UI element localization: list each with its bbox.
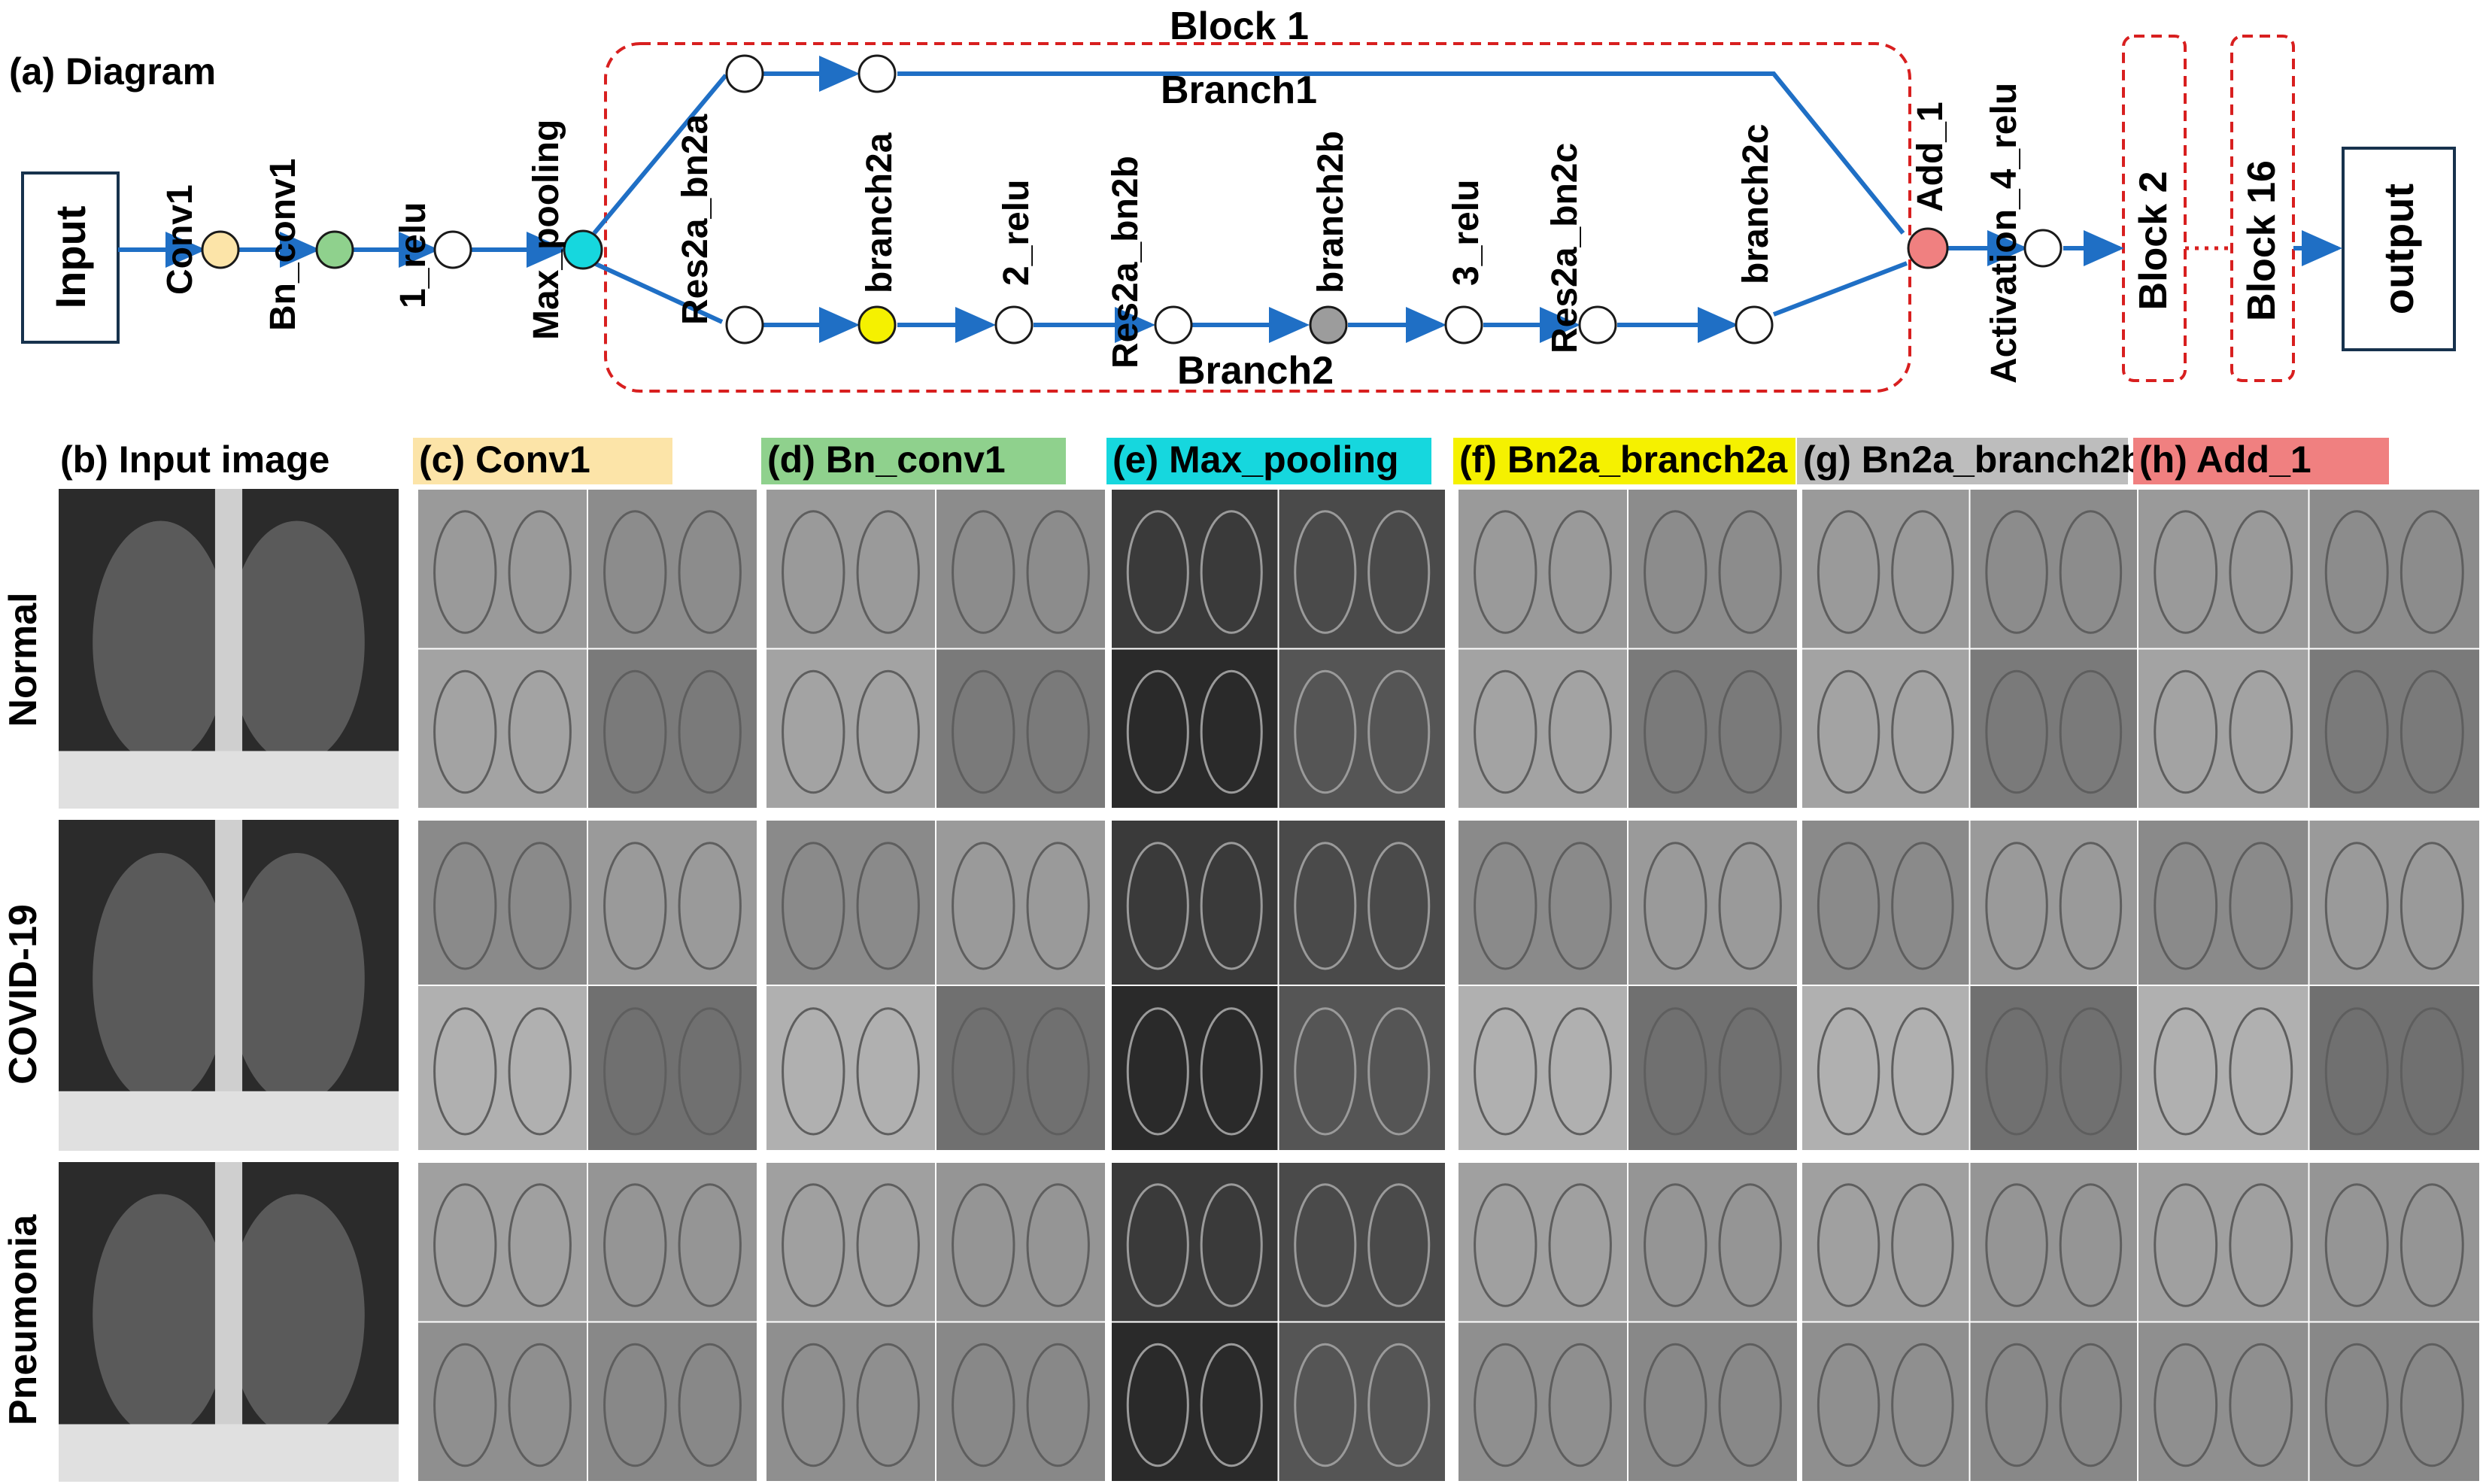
edge-branch2c-add bbox=[1772, 261, 1908, 317]
panel-d-pneumonia bbox=[766, 1163, 1105, 1481]
node-branch2b bbox=[1309, 305, 1348, 344]
panel-header-g: (g) Bn2a_branch2b bbox=[1803, 439, 2144, 481]
panel-c-pneumonia bbox=[418, 1163, 757, 1481]
panel-b-normal bbox=[59, 489, 399, 809]
panel-header-h: (h) Add_1 bbox=[2139, 439, 2311, 481]
panel-b-pneumonia bbox=[59, 1162, 399, 1482]
label-relu2: 2_relu bbox=[997, 180, 1037, 286]
branch2-label: Branch2 bbox=[1177, 349, 1334, 393]
row-label-pneumonia: Pneumonia bbox=[2, 1214, 45, 1425]
panel-c-normal bbox=[418, 490, 757, 808]
edge-maxpool-branch2 bbox=[593, 261, 724, 324]
diagram-title: (a) Diagram bbox=[9, 50, 216, 93]
output-label: output bbox=[2375, 184, 2422, 314]
label-branch2c: branch2c bbox=[1736, 124, 1776, 284]
node-relu3 bbox=[1444, 305, 1483, 344]
node-conv1 bbox=[201, 230, 240, 269]
node-res2a-bn2a bbox=[725, 305, 764, 344]
node-res2a-bn2b bbox=[1154, 305, 1193, 344]
panel-header-bg-g bbox=[1797, 438, 2128, 484]
panel-header-bg-f bbox=[1453, 438, 1795, 484]
panel-e-covid-19 bbox=[1112, 821, 1445, 1150]
input-box bbox=[21, 171, 120, 344]
panel-header-b: (b) Input image bbox=[60, 439, 329, 481]
panel-h-pneumonia bbox=[2138, 1163, 2479, 1481]
edge-maxpool-branch1 bbox=[592, 74, 728, 235]
label-res2a-bn2a: Res2a_bn2a bbox=[675, 114, 715, 325]
panel-d-normal bbox=[766, 490, 1105, 808]
label-activation-4-relu: Activation_4_relu bbox=[1984, 83, 2024, 384]
panel-e-pneumonia bbox=[1112, 1163, 1445, 1481]
edges bbox=[118, 56, 2342, 343]
block2-frame bbox=[2122, 35, 2187, 382]
node-labels: Conv1 Bn_conv1 1_relu Max_pooling Res2a_… bbox=[160, 83, 2024, 384]
edge-branch1-add bbox=[897, 71, 1905, 235]
input-label: Input bbox=[47, 206, 94, 309]
panel-grid bbox=[59, 489, 2479, 1482]
block1-label: Block 1 bbox=[1170, 5, 1309, 48]
panel-g-normal bbox=[1802, 490, 2137, 808]
panel-header-bg-c bbox=[413, 438, 672, 484]
node-relu1 bbox=[433, 230, 472, 269]
node-branch2c bbox=[1735, 305, 1774, 344]
node-add-1 bbox=[1907, 227, 1949, 269]
label-relu1: 1_relu bbox=[393, 202, 433, 308]
label-res2a-bn2c: Res2a_bn2c bbox=[1545, 143, 1585, 354]
label-branch2b: branch2b bbox=[1311, 131, 1351, 293]
block2-label: Block 2 bbox=[2132, 171, 2175, 311]
node-bn-conv1 bbox=[315, 230, 354, 269]
node-max-pooling bbox=[563, 229, 603, 270]
nodes bbox=[201, 54, 2063, 344]
label-branch2a: branch2a bbox=[860, 132, 900, 293]
row-label-normal: Normal bbox=[2, 592, 45, 727]
node-branch1-a bbox=[725, 54, 764, 93]
panel-header-e: (e) Max_pooling bbox=[1112, 439, 1399, 481]
node-res2a-bn2c bbox=[1578, 305, 1617, 344]
panel-f-pneumonia bbox=[1459, 1163, 1797, 1481]
panel-header-d: (d) Bn_conv1 bbox=[767, 439, 1006, 481]
block16-label: Block 16 bbox=[2240, 160, 2284, 321]
panel-header-bg-d bbox=[761, 438, 1066, 484]
panel-h-normal bbox=[2138, 490, 2479, 808]
label-conv1: Conv1 bbox=[160, 184, 200, 295]
panel-f-covid-19 bbox=[1459, 821, 1797, 1150]
panel-f-normal bbox=[1459, 490, 1797, 808]
label-bn-conv1: Bn_conv1 bbox=[263, 159, 303, 331]
panel-h-covid-19 bbox=[2138, 821, 2479, 1150]
panel-header-f: (f) Bn2a_branch2a bbox=[1459, 439, 1788, 481]
label-relu3: 3_relu bbox=[1446, 180, 1486, 286]
panel-header-bg-e bbox=[1106, 438, 1431, 484]
row-labels: Normal COVID-19 Pneumonia bbox=[2, 592, 45, 1425]
row-label-covid-19: COVID-19 bbox=[2, 904, 45, 1085]
panel-header-bg-b bbox=[54, 438, 374, 484]
node-relu2 bbox=[994, 305, 1034, 344]
panel-b-covid-19 bbox=[59, 820, 399, 1151]
panel-headers: (b) Input image (c) Conv1 (d) Bn_conv1 (e) … bbox=[54, 438, 2389, 484]
label-add-1: Add_1 bbox=[1911, 102, 1950, 212]
panel-header-bg-h bbox=[2133, 438, 2389, 484]
node-branch2a bbox=[858, 305, 897, 344]
panel-g-covid-19 bbox=[1802, 821, 2137, 1150]
label-res2a-bn2b: Res2a_bn2b bbox=[1106, 156, 1146, 369]
label-max-pooling: Max_pooling bbox=[527, 120, 566, 340]
panel-header-c: (c) Conv1 bbox=[419, 439, 590, 481]
node-branch1-b bbox=[858, 54, 897, 93]
panel-c-covid-19 bbox=[418, 821, 757, 1150]
panel-e-normal bbox=[1112, 490, 1445, 808]
block16-frame bbox=[2230, 35, 2295, 382]
node-activation-4-relu bbox=[2023, 229, 2063, 268]
panel-g-pneumonia bbox=[1802, 1163, 2137, 1481]
panel-d-covid-19 bbox=[766, 821, 1105, 1150]
output-box bbox=[2342, 147, 2456, 351]
